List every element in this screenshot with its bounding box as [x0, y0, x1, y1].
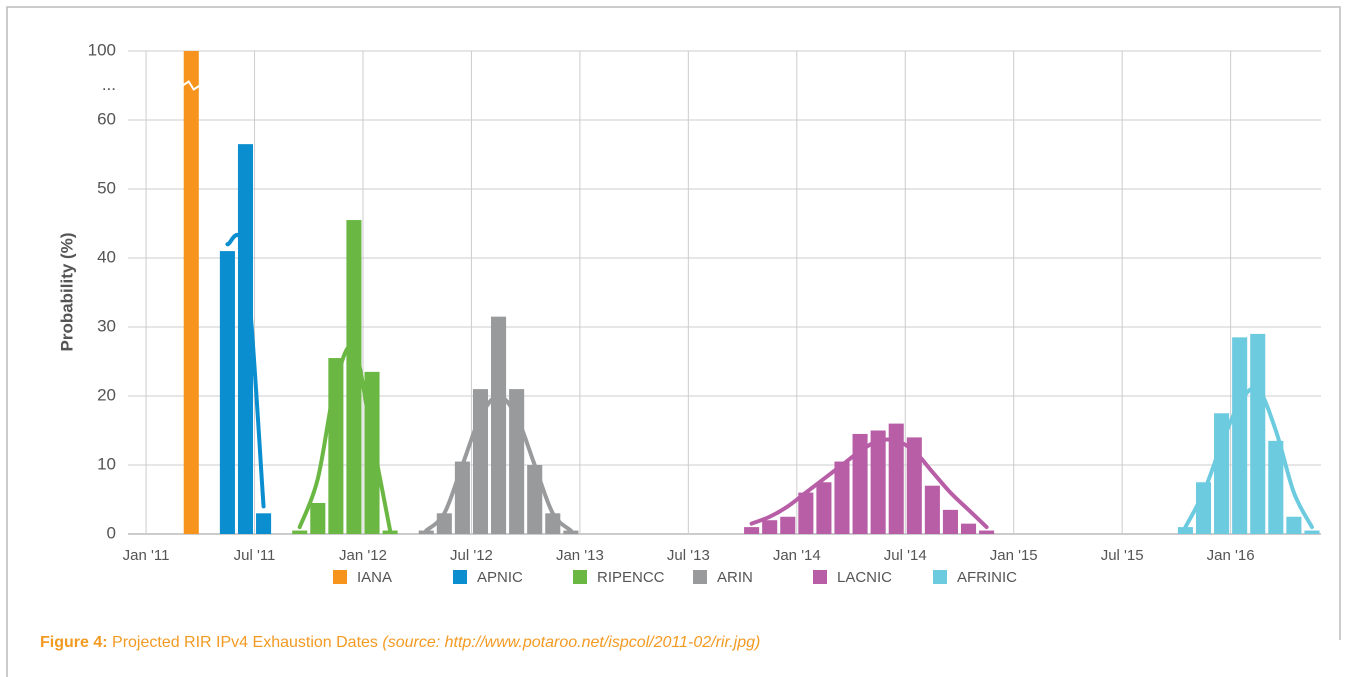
- legend-label: IANA: [357, 569, 392, 586]
- caption: Figure 4: Projected RIR IPv4 Exhaustion …: [40, 634, 760, 652]
- legend-swatch: [813, 570, 827, 584]
- bar: [310, 502, 326, 534]
- x-tick-label: Jan '15: [990, 547, 1038, 564]
- bar: [780, 516, 796, 534]
- y-tick-label: ...: [102, 75, 116, 94]
- bar: [942, 509, 958, 534]
- bar: [852, 433, 868, 534]
- x-tick-label: Jan '14: [773, 547, 821, 564]
- bar: [1268, 440, 1284, 534]
- bar: [1286, 516, 1302, 534]
- legend-label: RIPENCC: [597, 569, 665, 586]
- bar: [1177, 527, 1193, 534]
- legend-swatch: [933, 570, 947, 584]
- fit-curve: [749, 437, 989, 530]
- legend-label: AFRINIC: [957, 569, 1017, 586]
- y-axis-label: Probability (%): [57, 232, 76, 351]
- x-tick-label: Jul '14: [884, 547, 927, 564]
- bar: [888, 423, 904, 534]
- bar: [1214, 413, 1230, 534]
- x-tick-label: Jul '15: [1101, 547, 1144, 564]
- bar: [454, 461, 470, 534]
- y-tick-label: 30: [97, 316, 116, 335]
- caption-label: Figure 4:: [40, 634, 108, 651]
- bar: [924, 485, 940, 534]
- bar: [292, 530, 308, 534]
- bar: [527, 465, 543, 534]
- fit-curve: [297, 343, 393, 533]
- legend-swatch: [693, 570, 707, 584]
- y-tick-label: 40: [97, 247, 116, 266]
- bar: [744, 527, 760, 534]
- fit-curve: [424, 393, 573, 533]
- bar: [491, 316, 507, 534]
- axis-break: [182, 80, 201, 91]
- bar: [219, 251, 235, 534]
- bar: [183, 51, 199, 534]
- bar: [834, 461, 850, 534]
- bar: [1195, 482, 1212, 534]
- y-tick-label: 50: [97, 178, 116, 197]
- fit-curve: [1183, 385, 1314, 530]
- bar: [1304, 530, 1320, 534]
- bar: [346, 220, 362, 535]
- caption-source: (source: http://www.potaroo.net/ispcol/2…: [382, 634, 761, 651]
- bar: [979, 530, 995, 534]
- bar: [906, 437, 922, 534]
- legend-swatch: [573, 570, 587, 584]
- bar: [798, 492, 814, 534]
- y-tick-label: 0: [107, 523, 116, 542]
- legend-label: APNIC: [477, 569, 523, 586]
- y-tick-label: 60: [97, 109, 116, 128]
- legend-swatch: [453, 570, 467, 584]
- fit-curve: [225, 232, 266, 509]
- bar: [1232, 337, 1248, 534]
- caption-text: Projected RIR IPv4 Exhaustion Dates: [112, 634, 378, 651]
- y-tick-label: 100: [88, 40, 116, 59]
- legend-label: LACNIC: [837, 569, 892, 586]
- bar: [762, 520, 778, 534]
- x-tick-label: Jul '11: [234, 547, 276, 564]
- x-tick-label: Jan '12: [339, 547, 387, 564]
- bar: [1250, 333, 1266, 534]
- x-tick-label: Jan '11: [123, 547, 170, 564]
- x-tick-label: Jan '13: [556, 547, 604, 564]
- legend-swatch: [333, 570, 347, 584]
- x-tick-label: Jan '16: [1207, 547, 1255, 564]
- bar: [960, 523, 977, 534]
- y-tick-label: 10: [97, 454, 116, 473]
- x-tick-label: Jul '13: [667, 547, 710, 564]
- legend-label: ARIN: [717, 569, 753, 586]
- bar: [870, 430, 886, 534]
- bar: [256, 513, 272, 534]
- x-tick-label: Jul '12: [450, 547, 493, 564]
- bar: [816, 482, 832, 534]
- y-tick-label: 20: [97, 385, 116, 404]
- frame: [6, 6, 1341, 677]
